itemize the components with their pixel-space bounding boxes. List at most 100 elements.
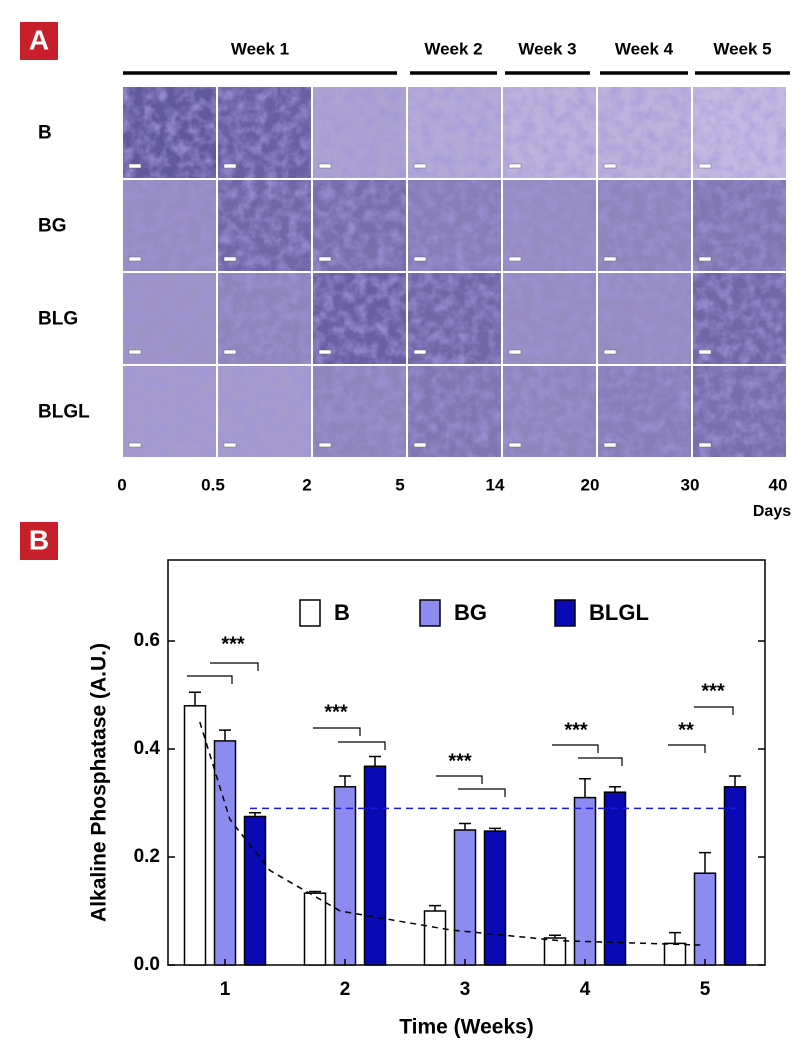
significance-bracket [338, 741, 386, 750]
micrograph-texture [123, 366, 216, 457]
micrograph-texture [218, 180, 311, 271]
micrograph-texture [218, 366, 311, 457]
micrograph-texture [313, 180, 406, 271]
significance-label: *** [448, 750, 472, 772]
scale-bar [603, 442, 617, 448]
y-tick-label: 0.4 [134, 738, 161, 759]
error-bar [609, 786, 621, 793]
day-tick-label: 0.5 [201, 475, 225, 494]
error-bar [579, 777, 591, 798]
legend-label: BG [454, 600, 487, 625]
day-tick-label: 5 [395, 475, 404, 494]
row-label: BLG [38, 309, 78, 330]
scale-bar [413, 442, 427, 448]
panel-label: A [29, 24, 49, 55]
micrograph-texture [598, 273, 691, 364]
significance-label: ** [678, 719, 694, 741]
error-bar [489, 827, 501, 832]
day-tick-label: 2 [302, 475, 311, 494]
legend-swatch [419, 599, 441, 627]
bar [663, 942, 687, 966]
week-label: Week 2 [424, 39, 482, 58]
scale-bar [223, 163, 237, 169]
scale-bar [223, 256, 237, 262]
row-label: BLGL [38, 402, 90, 423]
bar [183, 705, 207, 966]
micrograph-texture [503, 180, 596, 271]
micrograph-texture [408, 366, 501, 457]
micrograph-texture [503, 273, 596, 364]
micrograph-texture [218, 87, 311, 178]
scale-bar [508, 163, 522, 169]
micrograph-texture [598, 87, 691, 178]
bar [213, 740, 237, 966]
scale-bar [508, 256, 522, 262]
bar [423, 910, 447, 966]
micrograph-texture [123, 273, 216, 364]
micrograph-texture [693, 273, 786, 364]
scale-bar [413, 256, 427, 262]
day-tick-label: 14 [486, 475, 505, 494]
scale-bar [223, 442, 237, 448]
scale-bar [318, 349, 332, 355]
scale-bar [318, 163, 332, 169]
bar [603, 791, 627, 966]
legend-label: BLGL [589, 600, 649, 625]
significance-bracket [210, 662, 259, 671]
micrograph-texture [218, 273, 311, 364]
bar [483, 830, 507, 966]
x-axis-label: Time (Weeks) [399, 1016, 534, 1039]
significance-bracket [436, 775, 483, 784]
error-bar [669, 931, 681, 944]
error-bar [369, 755, 381, 767]
significance-label: *** [324, 701, 348, 723]
week-label: Week 3 [518, 39, 576, 58]
micrograph-texture [123, 180, 216, 271]
micrograph-texture [503, 87, 596, 178]
scale-bar [698, 349, 712, 355]
y-tick-label: 0.2 [134, 846, 160, 867]
significance-label: *** [564, 719, 588, 741]
y-axis-label: Alkaline Phosphatase (A.U.) [88, 643, 111, 922]
legend-swatch [299, 599, 321, 627]
significance-bracket [187, 675, 233, 684]
error-bar [309, 890, 321, 894]
error-bar [459, 822, 471, 830]
scale-bar [128, 163, 142, 169]
row-label: B [38, 123, 52, 144]
micrograph-texture [693, 180, 786, 271]
micrograph-texture [598, 366, 691, 457]
scale-bar [603, 349, 617, 355]
bar [543, 937, 567, 966]
micrograph-texture [408, 87, 501, 178]
scale-bar [413, 163, 427, 169]
y-tick-label: 0.6 [134, 630, 160, 651]
scale-bar [413, 349, 427, 355]
scale-bar [508, 349, 522, 355]
days-label: Days [753, 503, 791, 520]
x-tick-label: 1 [220, 979, 231, 1000]
significance-bracket [458, 788, 506, 797]
scale-bar [318, 442, 332, 448]
week-label: Week 1 [231, 39, 289, 58]
day-tick-label: 0 [117, 475, 126, 494]
panel-label-box [20, 22, 58, 60]
error-bar [699, 851, 711, 874]
bar [453, 829, 477, 966]
micrograph-texture [313, 273, 406, 364]
micrograph-texture [693, 366, 786, 457]
significance-label: *** [221, 633, 245, 655]
bar [363, 765, 387, 966]
x-tick-label: 3 [460, 979, 471, 1000]
scale-bar [128, 349, 142, 355]
micrograph-texture [598, 180, 691, 271]
scale-bar [223, 349, 237, 355]
panel-b: 0.0 0.2 0.4 0.6 Alkaline Phosphatase (A.U.) T… [88, 559, 766, 1039]
bar [693, 872, 717, 966]
week-label: Week 4 [615, 39, 674, 58]
scale-bar [318, 256, 332, 262]
scale-bar [603, 163, 617, 169]
x-tick-label: 5 [700, 979, 711, 1000]
